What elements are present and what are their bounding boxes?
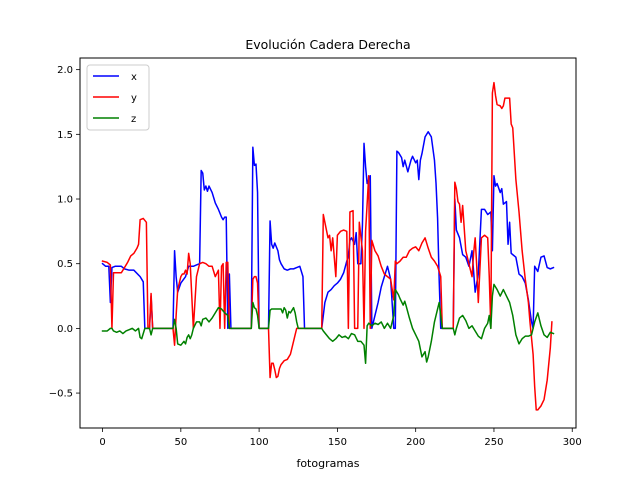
series-layer: [101, 81, 555, 411]
y-tick-label: −0.5: [49, 389, 73, 400]
y-axis: −0.5 0.0 0.5 1.0 1.5 2.0: [49, 65, 80, 400]
x-tick-label: 150: [328, 437, 347, 448]
x-tick-label: 100: [250, 437, 269, 448]
legend-label-y: y: [131, 93, 137, 104]
x-tick-label: 250: [484, 437, 503, 448]
y-tick-label: 0.0: [57, 324, 73, 335]
legend-label-x: x: [131, 72, 137, 83]
x-axis: 0 50 100 150 200 250 300: [99, 428, 582, 448]
x-tick-label: 0: [99, 437, 105, 448]
y-tick-label: 1.0: [57, 195, 73, 206]
y-tick-label: 0.5: [57, 259, 73, 270]
plot-background: [80, 58, 576, 428]
plot-frame: [79, 57, 577, 429]
x-tick-label: 50: [174, 437, 187, 448]
series-line-z: [101, 283, 555, 365]
legend-label-z: z: [131, 114, 136, 125]
legend: xyz: [86, 64, 150, 131]
chart-title: Evolución Cadera Derecha: [245, 37, 410, 52]
y-tick-label: 1.5: [57, 130, 73, 141]
x-tick-label: 300: [563, 437, 582, 448]
x-axis-title: fotogramas: [296, 457, 359, 470]
x-tick-label: 200: [406, 437, 425, 448]
plot-area: [79, 57, 577, 429]
y-tick-label: 2.0: [57, 65, 73, 76]
